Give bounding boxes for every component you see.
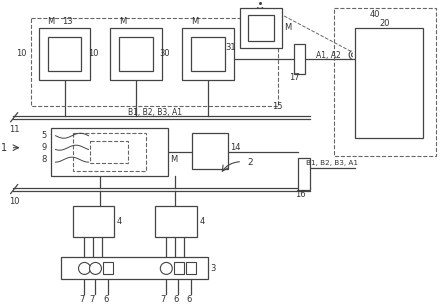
Bar [182, 28, 234, 80]
Bar [111, 28, 163, 80]
Bar [248, 15, 274, 41]
Circle shape [90, 262, 102, 274]
Text: 10: 10 [16, 49, 27, 58]
Text: 3: 3 [210, 264, 216, 273]
Bar [103, 262, 113, 274]
Text: M: M [47, 17, 54, 27]
Text: 6: 6 [174, 295, 179, 304]
Text: 10: 10 [88, 49, 99, 58]
Text: 9: 9 [41, 143, 47, 152]
Text: 4: 4 [199, 217, 205, 226]
Text: 1: 1 [0, 143, 7, 153]
Text: 8: 8 [41, 155, 47, 164]
Text: 20: 20 [380, 20, 390, 28]
Text: 4: 4 [116, 217, 122, 226]
Text: M: M [170, 155, 178, 164]
Text: 31: 31 [226, 43, 236, 52]
Bar [186, 262, 196, 274]
Text: 17: 17 [289, 73, 299, 82]
Text: B1, B2, B3, A1: B1, B2, B3, A1 [128, 108, 182, 117]
Bar [31, 18, 278, 106]
Bar [192, 133, 228, 169]
Bar [60, 257, 208, 279]
Bar [72, 206, 115, 238]
Text: 14: 14 [230, 143, 241, 152]
Text: 6: 6 [186, 295, 192, 304]
Text: 10: 10 [8, 197, 19, 206]
Text: 11: 11 [8, 125, 19, 134]
Text: M: M [190, 17, 198, 27]
Bar [91, 141, 128, 163]
Circle shape [160, 262, 172, 274]
Text: 40: 40 [369, 10, 380, 19]
Bar [355, 28, 423, 138]
Bar [294, 44, 305, 74]
Text: 6: 6 [104, 295, 109, 304]
Bar [298, 158, 310, 190]
Bar [334, 8, 436, 156]
Bar [39, 28, 91, 80]
Bar [155, 206, 197, 238]
Bar [191, 37, 225, 71]
Text: B1, B2, B3, A1: B1, B2, B3, A1 [306, 160, 358, 166]
Text: M: M [284, 23, 291, 32]
Text: 15: 15 [272, 102, 282, 111]
Text: 5: 5 [41, 131, 47, 140]
Text: 16: 16 [295, 190, 305, 199]
Circle shape [79, 262, 91, 274]
Text: A1, A2: A1, A2 [316, 51, 341, 60]
Bar [51, 128, 168, 176]
Text: 2: 2 [247, 158, 253, 167]
Text: 7: 7 [161, 295, 166, 304]
Text: 30: 30 [160, 49, 170, 58]
Text: 7: 7 [79, 295, 84, 304]
Bar [240, 8, 282, 48]
Bar [119, 37, 153, 71]
Text: M: M [119, 17, 126, 27]
Bar [174, 262, 184, 274]
Text: 7: 7 [90, 295, 95, 304]
Text: 13: 13 [63, 17, 73, 27]
Bar [48, 37, 82, 71]
Bar [72, 133, 147, 170]
